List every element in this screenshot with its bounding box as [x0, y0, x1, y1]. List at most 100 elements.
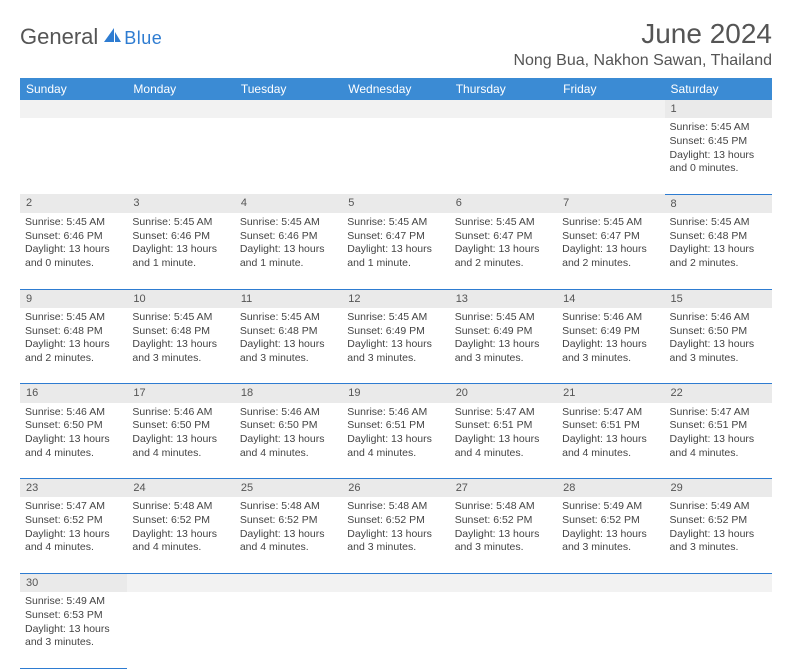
- sun-info-line: Daylight: 13 hours and 3 minutes.: [455, 338, 552, 365]
- day-info-cell: Sunrise: 5:47 AMSunset: 6:51 PMDaylight:…: [557, 403, 664, 479]
- sun-info-line: Sunset: 6:52 PM: [347, 514, 444, 528]
- sun-info-line: Sunrise: 5:49 AM: [670, 500, 767, 514]
- day-number-row: 2345678: [20, 194, 772, 213]
- day-number-cell: [557, 100, 664, 118]
- sun-info-line: Sunset: 6:47 PM: [455, 230, 552, 244]
- sun-info-line: Daylight: 13 hours and 4 minutes.: [347, 433, 444, 460]
- day-number-cell: 1: [665, 100, 772, 118]
- day-info-cell: Sunrise: 5:45 AMSunset: 6:45 PMDaylight:…: [665, 118, 772, 194]
- sun-info-line: Daylight: 13 hours and 2 minutes.: [455, 243, 552, 270]
- day-number-cell: [20, 100, 127, 118]
- logo-text-blue: Blue: [124, 28, 162, 49]
- sun-info-line: Sunset: 6:52 PM: [132, 514, 229, 528]
- sun-info-line: Sunrise: 5:48 AM: [347, 500, 444, 514]
- sun-info-line: Sunrise: 5:45 AM: [25, 311, 122, 325]
- day-number-cell: [235, 573, 342, 592]
- weekday-friday: Friday: [557, 78, 664, 100]
- sun-info-line: Sunset: 6:52 PM: [455, 514, 552, 528]
- sun-info-line: Daylight: 13 hours and 3 minutes.: [240, 338, 337, 365]
- calendar-table: Sunday Monday Tuesday Wednesday Thursday…: [20, 78, 772, 669]
- day-info-cell: [235, 118, 342, 194]
- sun-info-line: Sunset: 6:46 PM: [240, 230, 337, 244]
- sun-info-line: Sunrise: 5:45 AM: [25, 216, 122, 230]
- sun-info-line: Sunrise: 5:45 AM: [562, 216, 659, 230]
- day-number-cell: 29: [665, 479, 772, 498]
- sun-info-line: Sunrise: 5:45 AM: [132, 216, 229, 230]
- day-info-cell: [342, 118, 449, 194]
- day-info-row: Sunrise: 5:47 AMSunset: 6:52 PMDaylight:…: [20, 497, 772, 573]
- sun-info-line: Sunset: 6:48 PM: [132, 325, 229, 339]
- day-info-cell: Sunrise: 5:46 AMSunset: 6:50 PMDaylight:…: [235, 403, 342, 479]
- day-number-cell: [235, 100, 342, 118]
- calendar-body: 1Sunrise: 5:45 AMSunset: 6:45 PMDaylight…: [20, 100, 772, 668]
- month-title: June 2024: [513, 18, 772, 50]
- sun-info-line: Daylight: 13 hours and 3 minutes.: [670, 528, 767, 555]
- day-number-cell: 13: [450, 289, 557, 308]
- sun-info-line: Daylight: 13 hours and 3 minutes.: [670, 338, 767, 365]
- sun-info-line: Sunrise: 5:48 AM: [132, 500, 229, 514]
- sun-info-line: Sunset: 6:51 PM: [670, 419, 767, 433]
- day-number-cell: 5: [342, 194, 449, 213]
- sun-info-line: Sunset: 6:51 PM: [455, 419, 552, 433]
- logo-sail-icon: [102, 26, 122, 47]
- weekday-monday: Monday: [127, 78, 234, 100]
- sun-info-line: Sunset: 6:50 PM: [132, 419, 229, 433]
- sun-info-line: Sunrise: 5:46 AM: [132, 406, 229, 420]
- sun-info-line: Daylight: 13 hours and 3 minutes.: [25, 623, 122, 650]
- sun-info-line: Sunset: 6:46 PM: [25, 230, 122, 244]
- sun-info-line: Sunrise: 5:49 AM: [25, 595, 122, 609]
- day-info-cell: Sunrise: 5:48 AMSunset: 6:52 PMDaylight:…: [127, 497, 234, 573]
- sun-info-line: Sunrise: 5:47 AM: [25, 500, 122, 514]
- day-info-row: Sunrise: 5:45 AMSunset: 6:45 PMDaylight:…: [20, 118, 772, 194]
- day-info-cell: [450, 118, 557, 194]
- sun-info-line: Sunrise: 5:45 AM: [347, 216, 444, 230]
- sun-info-line: Sunset: 6:48 PM: [25, 325, 122, 339]
- sun-info-line: Daylight: 13 hours and 4 minutes.: [670, 433, 767, 460]
- day-info-cell: Sunrise: 5:48 AMSunset: 6:52 PMDaylight:…: [342, 497, 449, 573]
- sun-info-line: Sunset: 6:49 PM: [455, 325, 552, 339]
- day-number-cell: 23: [20, 479, 127, 498]
- sun-info-line: Sunset: 6:50 PM: [240, 419, 337, 433]
- day-info-cell: [235, 592, 342, 668]
- day-info-cell: Sunrise: 5:47 AMSunset: 6:51 PMDaylight:…: [450, 403, 557, 479]
- day-info-cell: Sunrise: 5:46 AMSunset: 6:51 PMDaylight:…: [342, 403, 449, 479]
- sun-info-line: Sunrise: 5:46 AM: [25, 406, 122, 420]
- sun-info-line: Sunset: 6:52 PM: [240, 514, 337, 528]
- sun-info-line: Sunset: 6:51 PM: [562, 419, 659, 433]
- day-info-cell: Sunrise: 5:45 AMSunset: 6:48 PMDaylight:…: [235, 308, 342, 384]
- day-number-cell: 7: [557, 194, 664, 213]
- day-info-cell: [557, 118, 664, 194]
- day-number-cell: 3: [127, 194, 234, 213]
- sun-info-line: Daylight: 13 hours and 4 minutes.: [240, 528, 337, 555]
- day-info-cell: [557, 592, 664, 668]
- sun-info-line: Daylight: 13 hours and 3 minutes.: [455, 528, 552, 555]
- sun-info-line: Daylight: 13 hours and 4 minutes.: [240, 433, 337, 460]
- sun-info-line: Sunset: 6:52 PM: [562, 514, 659, 528]
- sun-info-line: Sunrise: 5:45 AM: [240, 216, 337, 230]
- day-number-cell: 11: [235, 289, 342, 308]
- day-info-cell: Sunrise: 5:46 AMSunset: 6:49 PMDaylight:…: [557, 308, 664, 384]
- day-number-cell: 14: [557, 289, 664, 308]
- sun-info-line: Daylight: 13 hours and 0 minutes.: [670, 149, 767, 176]
- sun-info-line: Sunset: 6:47 PM: [562, 230, 659, 244]
- day-number-cell: 4: [235, 194, 342, 213]
- sun-info-line: Sunset: 6:52 PM: [25, 514, 122, 528]
- sun-info-line: Daylight: 13 hours and 4 minutes.: [132, 528, 229, 555]
- sun-info-line: Daylight: 13 hours and 1 minute.: [132, 243, 229, 270]
- weekday-tuesday: Tuesday: [235, 78, 342, 100]
- title-block: June 2024 Nong Bua, Nakhon Sawan, Thaila…: [513, 18, 772, 70]
- location-text: Nong Bua, Nakhon Sawan, Thailand: [513, 52, 772, 70]
- day-number-cell: 22: [665, 384, 772, 403]
- day-number-cell: 28: [557, 479, 664, 498]
- day-info-cell: [342, 592, 449, 668]
- day-number-cell: 30: [20, 573, 127, 592]
- day-info-cell: Sunrise: 5:45 AMSunset: 6:46 PMDaylight:…: [20, 213, 127, 289]
- sun-info-line: Daylight: 13 hours and 4 minutes.: [455, 433, 552, 460]
- day-info-cell: [127, 592, 234, 668]
- day-info-cell: Sunrise: 5:45 AMSunset: 6:48 PMDaylight:…: [127, 308, 234, 384]
- day-number-cell: 10: [127, 289, 234, 308]
- sun-info-line: Sunrise: 5:46 AM: [562, 311, 659, 325]
- logo: General Blue: [20, 24, 162, 50]
- sun-info-line: Daylight: 13 hours and 2 minutes.: [25, 338, 122, 365]
- day-number-cell: 17: [127, 384, 234, 403]
